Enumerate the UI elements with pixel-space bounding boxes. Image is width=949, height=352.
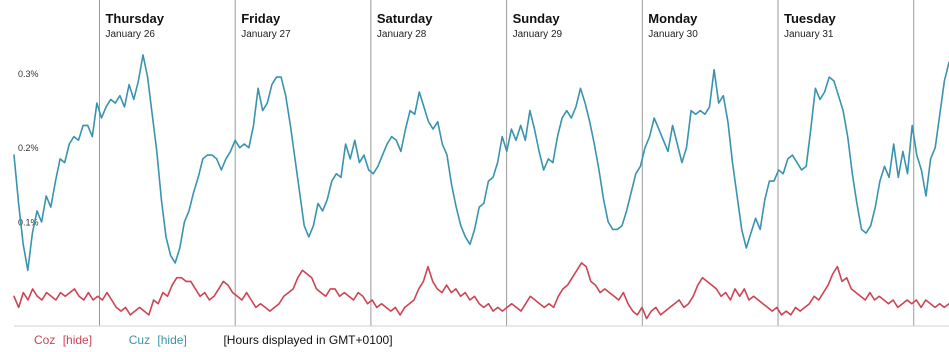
y-axis-ticks: 0.1% 0.2% 0.3% xyxy=(18,69,39,228)
day-date-label: January 26 xyxy=(105,29,155,40)
legend-item-coz[interactable]: Coz [hide] xyxy=(34,333,99,347)
day-name-label: Sunday xyxy=(513,11,561,26)
legend-item-cuz[interactable]: Cuz [hide] xyxy=(129,333,194,347)
y-tick-label: 0.2% xyxy=(18,143,39,153)
day-name-label: Tuesday xyxy=(784,11,837,26)
day-date-label: January 27 xyxy=(241,29,291,40)
day-labels: Thursday January 26 Friday January 27 Saturd… xyxy=(105,11,836,40)
day-name-label: Friday xyxy=(241,11,281,26)
day-name-label: Saturday xyxy=(377,11,433,26)
legend-label-coz: Coz xyxy=(34,333,56,347)
day-date-label: January 28 xyxy=(377,29,427,40)
series-lines xyxy=(13,54,949,320)
y-tick-label: 0.1% xyxy=(18,217,39,227)
y-tick-label: 0.3% xyxy=(18,69,39,79)
series-line-coz xyxy=(13,262,949,320)
hide-cuz-link[interactable]: [hide] xyxy=(157,333,187,347)
series-line-cuz xyxy=(13,54,949,272)
hide-coz-link[interactable]: [hide] xyxy=(62,333,93,347)
legend: Coz [hide] Cuz [hide] [Hours displayed i… xyxy=(34,333,397,347)
day-date-label: January 29 xyxy=(513,29,563,40)
day-name-label: Monday xyxy=(648,11,698,26)
day-date-label: January 31 xyxy=(784,29,834,40)
legend-label-cuz: Cuz xyxy=(128,333,151,347)
day-name-label: Thursday xyxy=(105,11,164,26)
day-divider-lines xyxy=(98,0,915,326)
timezone-note: [Hours displayed in GMT+0100] xyxy=(223,333,393,347)
day-date-label: January 30 xyxy=(648,29,698,40)
